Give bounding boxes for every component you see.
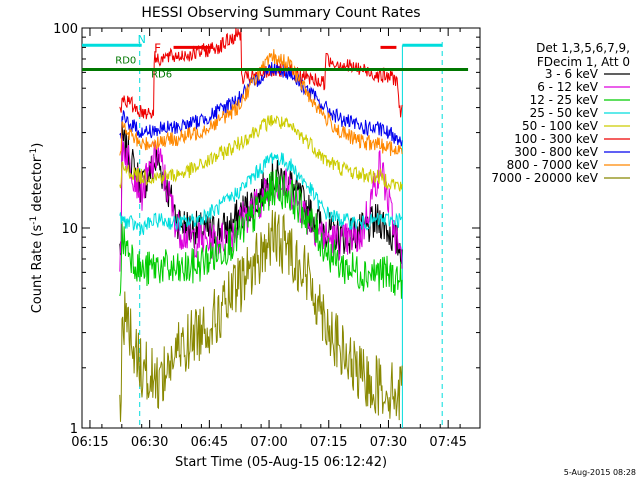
flare-flag-label: F bbox=[154, 41, 161, 55]
y-tick-label-0: 1 bbox=[70, 422, 78, 437]
legend-header-2: FDecim 1, Att 0 bbox=[537, 55, 630, 69]
series-line-8 bbox=[119, 209, 403, 422]
flags-layer: RD0 RD6 FN bbox=[82, 33, 469, 81]
series-line-7 bbox=[119, 49, 403, 157]
x-axis-label: Start Time (05-Aug-15 06:12:42) bbox=[175, 455, 387, 470]
series-line-4 bbox=[119, 114, 403, 192]
series-line-6 bbox=[119, 62, 403, 147]
legend-label-3: 25 - 50 keV bbox=[530, 106, 599, 120]
y-axis-label: Count Rate (s-1 detector-1) bbox=[29, 143, 45, 314]
x-tick-label-0: 06:15 bbox=[71, 435, 108, 450]
overlays bbox=[82, 42, 443, 428]
y-axis: 1 10 100 bbox=[53, 22, 480, 437]
legend-label-4: 50 - 100 keV bbox=[522, 119, 599, 133]
x-tick-label-5: 07:30 bbox=[370, 435, 407, 450]
rd-flag-label-1: RD6 bbox=[151, 70, 172, 81]
series-line-3 bbox=[119, 152, 403, 236]
x-axis: 06:15 06:30 06:45 07:00 07:15 07:30 07:45 bbox=[71, 28, 481, 450]
x-tick-label-4: 07:15 bbox=[310, 435, 347, 450]
legend: Det 1,3,5,6,7,9, FDecim 1, Att 0 3 - 6 k… bbox=[491, 41, 630, 185]
legend-label-0: 3 - 6 keV bbox=[545, 67, 599, 81]
footer-timestamp: 5-Aug-2015 08:28 bbox=[564, 468, 636, 477]
series-line-1 bbox=[119, 135, 403, 272]
series-layer bbox=[119, 28, 403, 422]
x-tick-label-1: 06:30 bbox=[131, 435, 168, 450]
x-tick-label-6: 07:45 bbox=[429, 435, 466, 450]
y-tick-label-1: 10 bbox=[61, 222, 78, 237]
legend-label-6: 300 - 800 keV bbox=[514, 145, 598, 159]
rd-flag-label-0: RD0 bbox=[115, 56, 136, 67]
legend-label-1: 6 - 12 keV bbox=[537, 80, 599, 94]
series-line-2 bbox=[119, 169, 403, 299]
night-flag-label: N bbox=[138, 33, 146, 46]
legend-header-1: Det 1,3,5,6,7,9, bbox=[536, 41, 630, 55]
legend-label-2: 12 - 25 keV bbox=[530, 93, 599, 107]
y-tick-label-2: 100 bbox=[53, 22, 78, 37]
legend-label-7: 800 - 7000 keV bbox=[507, 158, 599, 172]
chart-title: HESSI Observing Summary Count Rates bbox=[141, 5, 420, 21]
legend-label-8: 7000 - 20000 keV bbox=[491, 171, 598, 185]
x-tick-label-3: 07:00 bbox=[250, 435, 287, 450]
plot-frame bbox=[81, 27, 481, 429]
x-tick-label-2: 06:45 bbox=[191, 435, 228, 450]
legend-label-5: 100 - 300 keV bbox=[514, 132, 598, 146]
